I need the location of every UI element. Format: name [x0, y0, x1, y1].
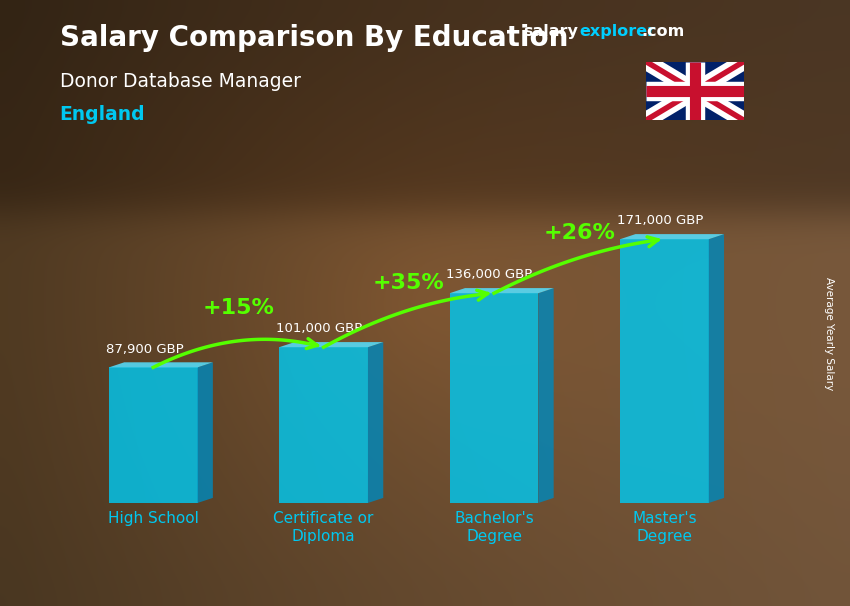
Text: Average Yearly Salary: Average Yearly Salary	[824, 277, 834, 390]
Text: Donor Database Manager: Donor Database Manager	[60, 72, 301, 90]
Text: 171,000 GBP: 171,000 GBP	[617, 215, 703, 227]
Text: explorer: explorer	[580, 24, 656, 39]
Text: +26%: +26%	[543, 222, 615, 242]
Text: .com: .com	[641, 24, 684, 39]
Polygon shape	[620, 239, 709, 503]
Polygon shape	[280, 342, 383, 347]
Polygon shape	[450, 293, 538, 503]
Text: 136,000 GBP: 136,000 GBP	[446, 268, 533, 281]
Polygon shape	[368, 342, 383, 503]
Text: Salary Comparison By Education: Salary Comparison By Education	[60, 24, 568, 52]
Polygon shape	[450, 288, 553, 293]
Text: 87,900 GBP: 87,900 GBP	[105, 342, 184, 356]
Polygon shape	[197, 362, 212, 503]
Polygon shape	[709, 234, 724, 503]
Polygon shape	[538, 288, 553, 503]
Polygon shape	[280, 347, 368, 503]
Polygon shape	[109, 362, 212, 367]
Polygon shape	[620, 234, 724, 239]
Polygon shape	[109, 367, 197, 503]
Text: +35%: +35%	[373, 273, 445, 293]
Text: 101,000 GBP: 101,000 GBP	[276, 322, 362, 335]
Text: salary: salary	[523, 24, 578, 39]
Text: +15%: +15%	[202, 298, 275, 318]
Text: England: England	[60, 105, 145, 124]
